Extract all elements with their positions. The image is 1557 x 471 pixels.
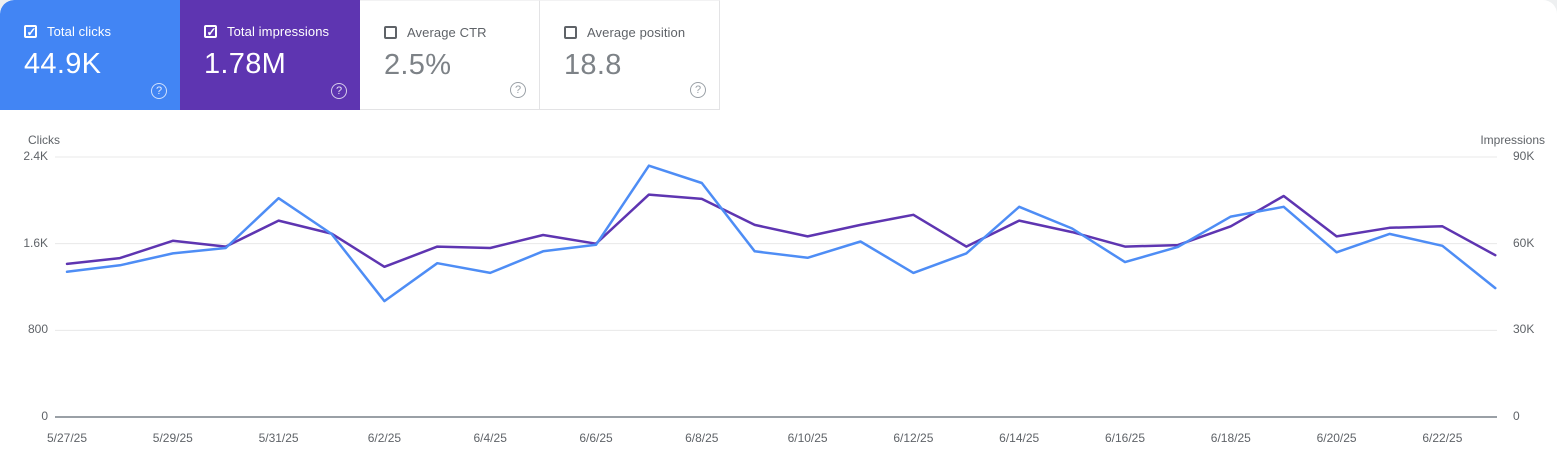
- metric-card-average-ctr[interactable]: Average CTR 2.5%: [360, 0, 540, 110]
- metric-card-average-position[interactable]: Average position 18.8: [540, 0, 720, 110]
- total-clicks-checkbox[interactable]: [24, 25, 37, 39]
- right-axis-tick: 0: [1513, 409, 1520, 423]
- left-axis-title: Clicks: [28, 133, 60, 147]
- x-axis-tick: 6/6/25: [579, 431, 613, 445]
- metric-value: 1.78M: [204, 48, 287, 80]
- x-axis-tick: 5/27/25: [46, 431, 88, 445]
- average-ctr-checkbox[interactable]: [384, 26, 397, 39]
- metric-label: Average position: [587, 25, 686, 40]
- metric-cards-row: Total clicks 44.9K Total impressions 1.7…: [0, 0, 1557, 110]
- x-axis-tick: 6/16/25: [1104, 431, 1146, 445]
- performance-chart-svg: [55, 156, 1497, 418]
- help-icon[interactable]: [151, 83, 167, 99]
- x-axis-tick: 6/8/25: [685, 431, 719, 445]
- metric-card-total-clicks[interactable]: Total clicks 44.9K: [0, 0, 180, 110]
- help-icon[interactable]: [690, 82, 706, 98]
- x-axis-tick: 6/12/25: [893, 431, 934, 445]
- left-axis-tick: 0: [41, 409, 48, 423]
- metric-label: Total clicks: [47, 24, 112, 39]
- x-axis-tick: 6/4/25: [473, 431, 507, 445]
- right-axis-title: Impressions: [1480, 133, 1545, 147]
- left-axis-tick: 1.6K: [23, 235, 48, 250]
- x-axis-tick: 6/10/25: [787, 431, 828, 445]
- help-icon[interactable]: [331, 83, 347, 99]
- series-line-total-clicks: [65, 164, 1497, 303]
- x-axis-tick: 5/29/25: [152, 431, 193, 445]
- right-axis-tick: 90K: [1513, 149, 1535, 163]
- metric-card-total-impressions[interactable]: Total impressions 1.78M: [180, 0, 360, 110]
- x-axis-tick: 6/22/25: [1422, 431, 1463, 445]
- metric-label: Average CTR: [407, 25, 487, 40]
- metric-value: 44.9K: [24, 48, 102, 80]
- right-axis-tick: 30K: [1513, 322, 1535, 337]
- left-axis-tick: 2.4K: [23, 149, 48, 163]
- x-axis-tick: 6/18/25: [1210, 431, 1251, 445]
- average-position-checkbox[interactable]: [564, 26, 577, 39]
- total-impressions-checkbox[interactable]: [204, 25, 217, 39]
- x-axis-tick: 6/20/25: [1316, 431, 1357, 445]
- right-axis-tick: 60K: [1513, 235, 1535, 250]
- series-line-total-impressions: [65, 193, 1497, 269]
- x-axis-tick: 6/2/25: [367, 431, 402, 445]
- metric-label: Total impressions: [227, 24, 330, 39]
- metric-value: 18.8: [564, 49, 622, 81]
- x-axis-tick: 6/14/25: [999, 431, 1040, 445]
- metric-value: 2.5%: [384, 49, 452, 81]
- left-axis-tick: 800: [27, 322, 48, 337]
- x-axis-tick: 5/31/25: [258, 431, 299, 445]
- help-icon[interactable]: [510, 82, 526, 98]
